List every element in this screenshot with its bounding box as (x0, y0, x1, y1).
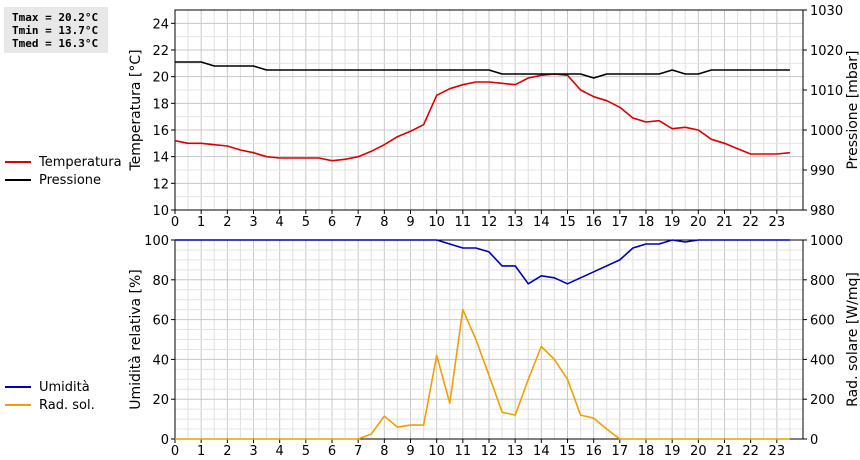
stats-box: Tmax = 20.2°C Tmin = 13.7°C Tmed = 16.3°… (4, 7, 108, 53)
y-tick-label: 18 (152, 97, 169, 112)
y2-tick-label: 1010 (810, 84, 843, 99)
x-tick-label: 8 (380, 444, 388, 459)
x-tick-label: 22 (742, 215, 759, 230)
legend-label: Pressione (39, 173, 101, 188)
x-tick-label: 18 (638, 444, 655, 459)
x-tick-label: 0 (171, 444, 179, 459)
y-tick-label: 100 (144, 234, 169, 249)
chart-panel-2: 0 1 2 3 4 5 6 7 8 9 10 11 12 13 14 15 16 17 18 19 20 21 22 2302… (5, 234, 860, 459)
x-tick-label: 7 (354, 215, 362, 230)
x-tick-label: 17 (612, 215, 629, 230)
y-tick-label: 20 (152, 71, 169, 86)
y-tick-label: 0 (161, 433, 169, 448)
x-tick-label: 15 (559, 215, 576, 230)
legend-label: Rad. sol. (39, 398, 95, 413)
x-tick-label: 10 (428, 444, 445, 459)
x-tick-label: 21 (716, 215, 733, 230)
y-tick-label: 24 (152, 17, 169, 32)
x-tick-label: 5 (302, 444, 310, 459)
x-tick-label: 13 (507, 215, 524, 230)
x-tick-label: 6 (328, 444, 336, 459)
x-tick-label: 18 (638, 215, 655, 230)
y-tick-label: 60 (152, 314, 169, 329)
x-tick-label: 20 (690, 444, 707, 459)
y2-tick-label: 0 (810, 433, 818, 448)
x-tick-label: 23 (769, 444, 786, 459)
x-tick-label: 4 (276, 215, 284, 230)
x-tick-label: 3 (249, 215, 257, 230)
y2-tick-label: 1000 (810, 234, 843, 249)
x-tick-label: 15 (559, 444, 576, 459)
x-tick-label: 10 (428, 215, 445, 230)
y-tick-label: 22 (152, 44, 169, 59)
y2-tick-label: 1030 (810, 4, 843, 19)
x-tick-label: 16 (585, 215, 602, 230)
tmin-label: Tmin = 13.7°C (12, 24, 99, 37)
x-tick-label: 19 (664, 444, 681, 459)
x-tick-label: 9 (406, 215, 414, 230)
chart-panel-1: 0 1 2 3 4 5 6 7 8 9 10 11 12 13 14 15 16 17 18 19 20 21 22 2310… (5, 4, 860, 230)
y2-tick-label: 1000 (810, 124, 843, 139)
x-tick-label: 22 (742, 444, 759, 459)
x-tick-label: 14 (533, 444, 550, 459)
series-line-1-1 (174, 73, 790, 162)
y-tick-label: 12 (152, 177, 169, 192)
y2-axis-label: Pressione [mbar] (845, 50, 860, 169)
x-tick-label: 6 (328, 215, 336, 230)
x-tick-label: 23 (769, 215, 786, 230)
x-tick-label: 5 (302, 215, 310, 230)
x-tick-label: 12 (481, 444, 498, 459)
x-tick-label: 14 (533, 215, 550, 230)
x-tick-label: 1 (197, 444, 205, 459)
x-tick-label: 12 (481, 215, 498, 230)
x-tick-label: 16 (585, 444, 602, 459)
y-axis-label: Umidità relativa [%] (128, 269, 144, 410)
y-tick-label: 10 (152, 204, 169, 219)
x-tick-label: 21 (716, 444, 733, 459)
x-tick-label: 17 (612, 444, 629, 459)
series-line-1-2 (175, 61, 790, 79)
x-tick-label: 3 (249, 444, 257, 459)
x-tick-label: 0 (171, 215, 179, 230)
x-tick-label: 2 (223, 444, 231, 459)
legend-label: Temperatura (38, 155, 122, 170)
legend-label: Umidità (39, 380, 90, 395)
y2-tick-label: 980 (810, 204, 835, 219)
y-axis-label: Temperatura [°C] (128, 49, 144, 171)
x-tick-label: 4 (276, 444, 284, 459)
y2-tick-label: 200 (810, 393, 835, 408)
y2-axis-label: Rad. solare [W/mq] (845, 272, 860, 407)
x-tick-label: 1 (197, 215, 205, 230)
series-line-2-2 (175, 308, 790, 440)
x-tick-label: 11 (455, 215, 472, 230)
y-tick-label: 16 (152, 124, 169, 139)
x-tick-label: 20 (690, 215, 707, 230)
y2-tick-label: 990 (810, 164, 835, 179)
y-tick-label: 80 (152, 274, 169, 289)
x-tick-label: 13 (507, 444, 524, 459)
x-tick-label: 11 (455, 444, 472, 459)
tmed-label: Tmed = 16.3°C (12, 37, 99, 50)
x-tick-label: 9 (406, 444, 414, 459)
x-tick-label: 2 (223, 215, 231, 230)
y2-tick-label: 800 (810, 274, 835, 289)
y-tick-label: 20 (152, 393, 169, 408)
y-tick-label: 40 (152, 353, 169, 368)
y2-tick-label: 1020 (810, 44, 843, 59)
y-tick-label: 14 (152, 151, 169, 166)
x-tick-label: 7 (354, 444, 362, 459)
x-tick-label: 19 (664, 215, 681, 230)
series-line-2-1 (175, 239, 790, 285)
tmax-label: Tmax = 20.2°C (12, 11, 99, 24)
x-tick-label: 8 (380, 215, 388, 230)
y2-tick-label: 600 (810, 314, 835, 329)
y2-tick-label: 400 (810, 353, 835, 368)
